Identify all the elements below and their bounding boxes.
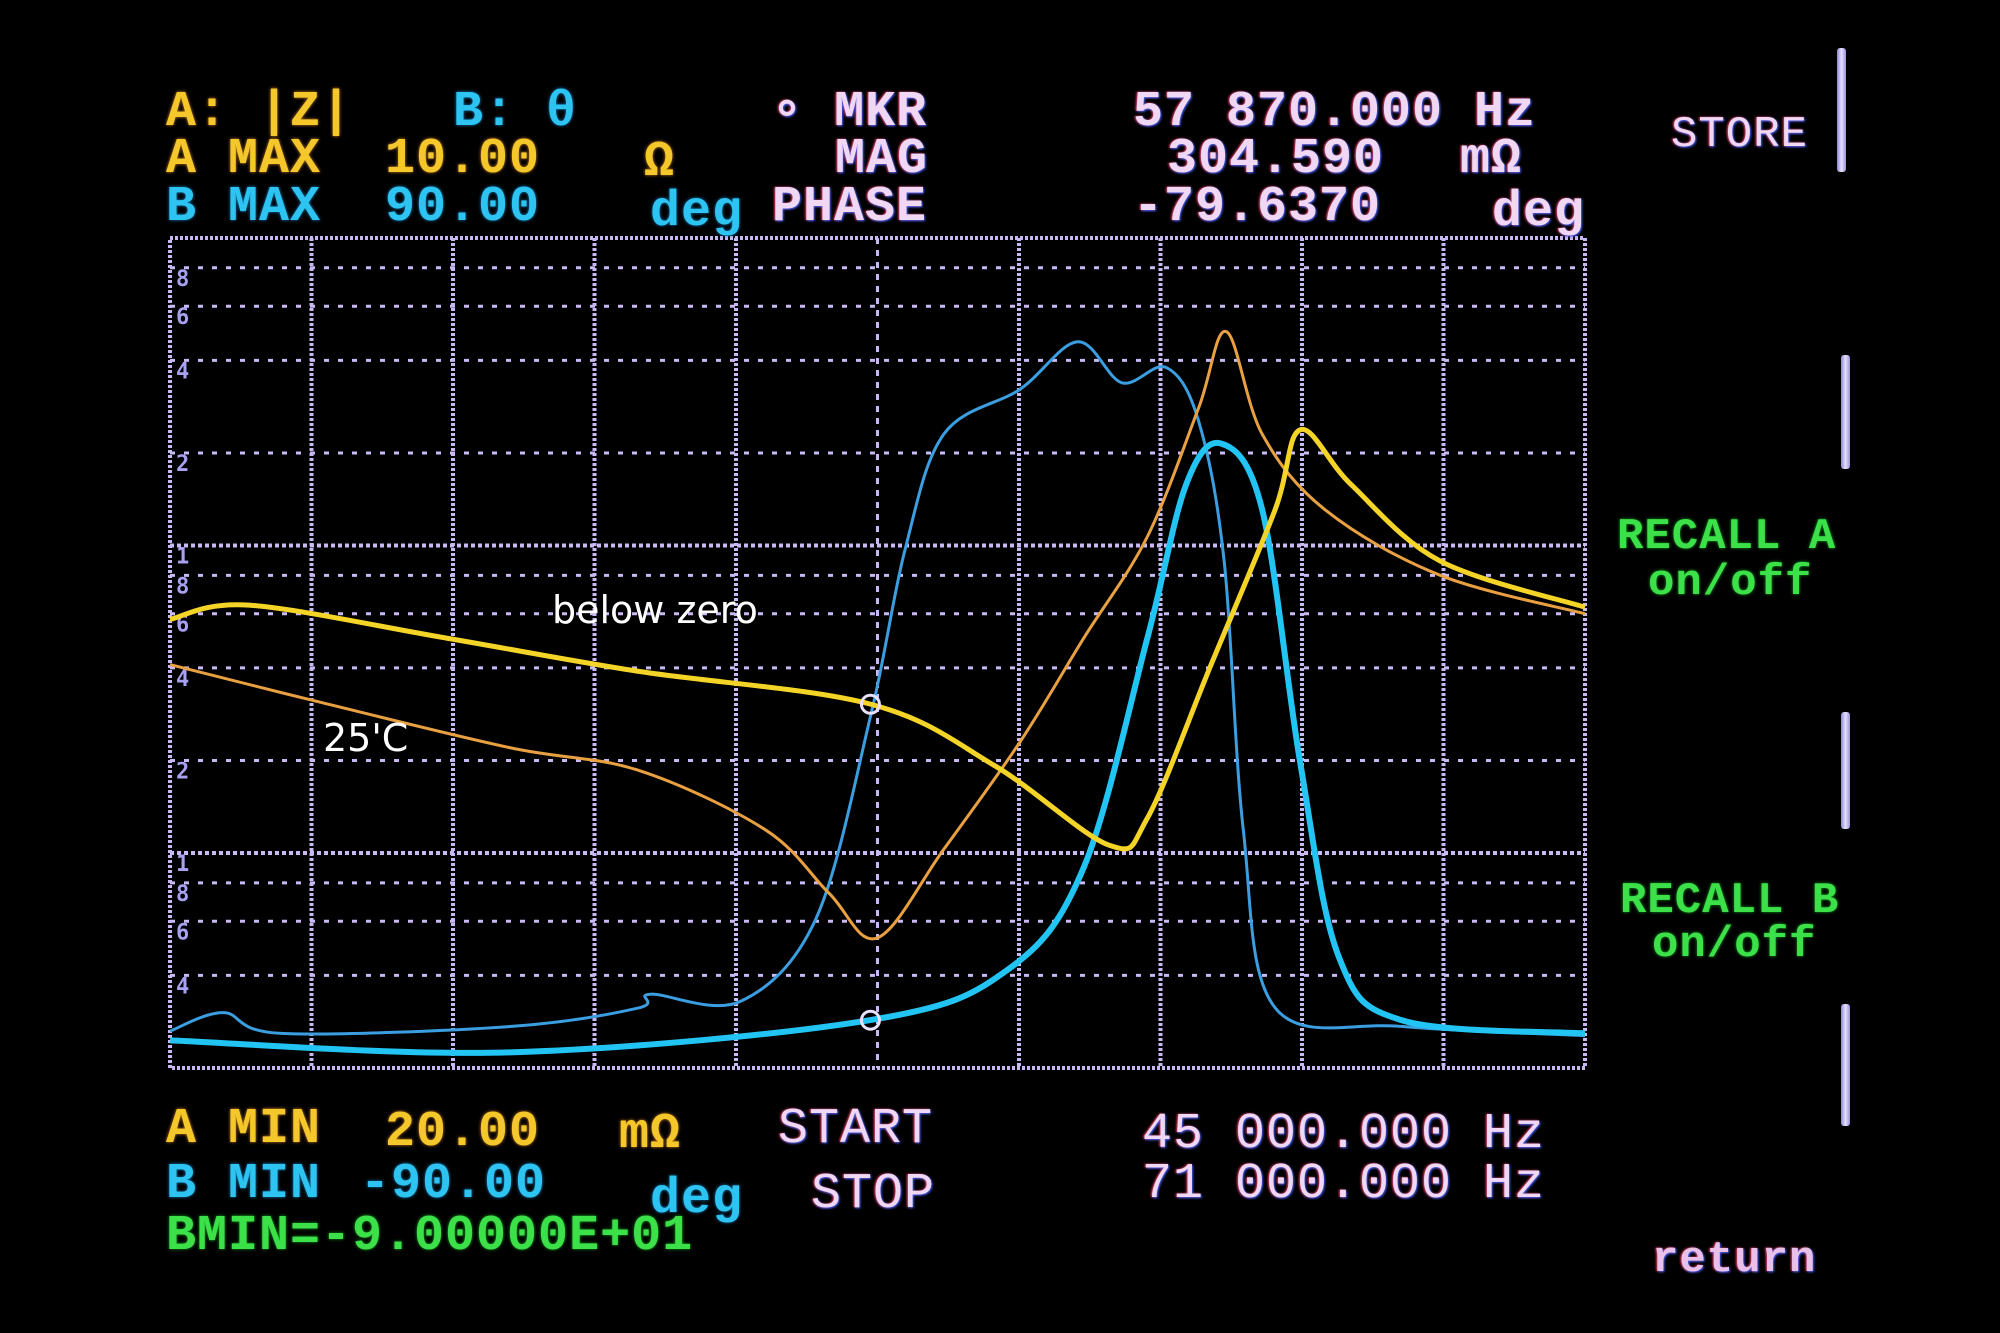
softkey-bar-1 [1837,48,1846,172]
a-max-unit: Ω [644,134,676,191]
marker-label: ∘ MKR [772,84,928,141]
softkey-bar-3 [1841,712,1850,829]
b-max-label: B MAX [166,179,322,236]
y-tick-label: 1 [176,852,189,877]
b-parameter: B: θ [453,84,578,141]
traces [169,330,1586,1056]
trace-b-25c [169,340,1586,1038]
marker-a [859,693,881,715]
entry-line[interactable]: BMIN=-9.00000E+01 [166,1208,694,1265]
y-tick-label: 1 [176,545,189,570]
annotation-25c: 25'C [323,716,409,760]
b-min-value: -90.00 [360,1156,547,1213]
a-min-unit: mΩ [619,1106,682,1163]
y-tick-label: 8 [176,574,189,599]
markers [859,693,881,1031]
mag-unit: mΩ [1460,131,1523,188]
phase-unit: deg [1492,184,1586,241]
b-min-unit: deg [650,1171,744,1228]
mag-value: 304.590 [1167,131,1385,188]
trace-a-below-zero [169,427,1586,852]
store-softkey[interactable]: STORE [1671,110,1809,160]
return-softkey[interactable]: return [1652,1235,1817,1285]
a-max-label: A MAX [166,131,322,188]
mag-label: MAG [835,131,929,188]
stop-label: STOP [811,1166,936,1223]
recall-b-softkey[interactable]: RECALL B [1620,876,1840,926]
y-tick-label: 6 [176,920,189,945]
marker-frequency: 57 870.000 Hz [1133,84,1537,141]
a-min-value: 20.00 [385,1104,541,1161]
phase-label: PHASE [772,179,928,236]
b-max-unit: deg [650,184,744,241]
trace-b-below-zero [169,439,1586,1056]
a-max-value: 10.00 [385,131,541,188]
y-tick-label: 6 [176,305,189,330]
y-tick-label: 8 [176,882,189,907]
y-tick-label: 2 [176,452,189,477]
y-tick-label: 4 [176,667,189,692]
y-tick-label: 8 [176,267,189,292]
phase-value: -79.6370 [1133,179,1382,236]
recall-b-toggle[interactable]: on/off [1652,920,1817,970]
recall-a-toggle[interactable]: on/off [1648,558,1813,608]
grid [168,236,1587,1070]
softkey-bar-2 [1841,355,1850,469]
y-tick-label: 4 [176,359,189,384]
recall-a-softkey[interactable]: RECALL A [1617,512,1837,562]
b-min-label: B MIN [166,1156,322,1213]
marker-b [859,1009,881,1031]
start-value: 45 000.000 Hz [1142,1106,1546,1163]
y-tick-label: 2 [176,759,189,784]
start-label: START [778,1101,934,1158]
b-max-value: 90.00 [385,179,541,236]
a-min-label: A MIN [166,1101,322,1158]
y-tick-label: 4 [176,974,189,999]
softkey-bar-4 [1841,1004,1850,1126]
annotation-below-zero: below zero [552,588,758,632]
stop-value: 71 000.000 Hz [1142,1156,1546,1213]
a-parameter: A: |Z| [166,84,353,141]
